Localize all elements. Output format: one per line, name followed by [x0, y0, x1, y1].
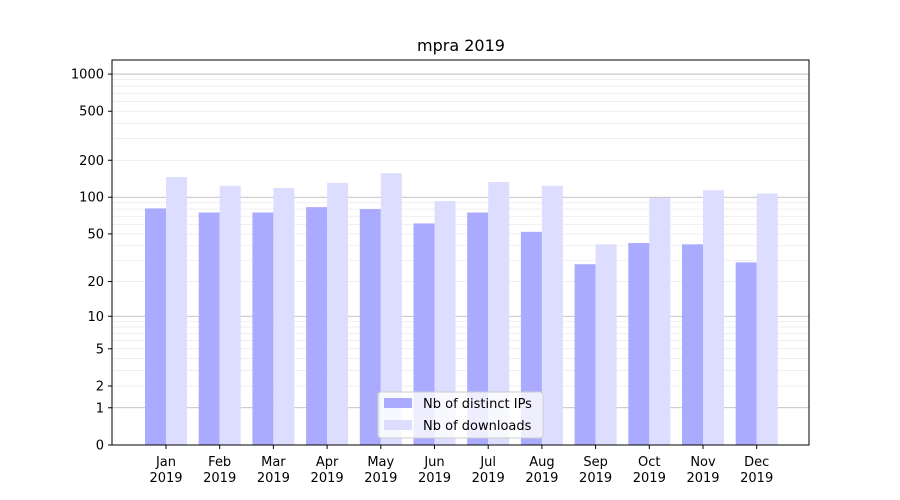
x-tick-label: Aug 2019: [525, 455, 558, 486]
downloads-bar: [649, 197, 671, 445]
x-tick-label: May 2019: [364, 455, 397, 486]
plot-area-frame: [111, 59, 810, 446]
ips-bar: [145, 208, 166, 445]
y-tick-label: 50: [87, 227, 104, 242]
ips-bar: [306, 207, 328, 445]
downloads-bar: [166, 177, 187, 446]
x-tick-label: Dec 2019: [740, 455, 773, 486]
y-tick-label: 500: [79, 105, 104, 120]
downloads-bar: [273, 187, 295, 446]
legend-swatch-downloads: [384, 420, 412, 430]
ips-bar: [574, 264, 596, 445]
ips-bar: [413, 223, 435, 445]
x-tick-label: Oct 2019: [633, 455, 666, 486]
x-tick-label: Apr 2019: [311, 455, 344, 486]
y-tick-label: 100: [79, 191, 104, 206]
x-tick-label: Feb 2019: [203, 455, 236, 486]
y-tick-label: 20: [87, 275, 104, 290]
legend: Nb of distinct IPs Nb of downloads: [377, 391, 544, 439]
y-tick-label: 0: [96, 439, 104, 454]
ips-bar: [198, 212, 220, 445]
x-tick-label: Mar 2019: [257, 455, 290, 486]
x-tick-label: Nov 2019: [686, 455, 719, 486]
y-tick-label: 200: [79, 154, 104, 169]
downloads-bar: [595, 244, 617, 445]
x-tick-label: Jun 2019: [418, 455, 451, 486]
downloads-bar: [219, 185, 241, 445]
x-tick-label: Jul 2019: [472, 455, 505, 486]
legend-label-downloads: Nb of downloads: [423, 419, 532, 434]
downloads-bar: [434, 201, 456, 445]
downloads-bar: [380, 173, 402, 445]
downloads-bar: [488, 182, 510, 445]
ips-bar: [359, 209, 381, 445]
ips-bar: [735, 262, 757, 445]
y-tick-label: 1: [96, 401, 104, 416]
x-tick-label: Jan 2019: [149, 455, 182, 486]
ips-bar: [252, 212, 274, 445]
downloads-bar: [327, 182, 349, 445]
ips-bar: [682, 244, 703, 445]
downloads-bar: [703, 190, 724, 445]
y-tick-label: 5: [96, 342, 104, 357]
downloads-bar: [541, 185, 563, 445]
chart-title: mpra 2019: [417, 36, 505, 55]
ips-bar: [467, 212, 489, 445]
y-tick-label: 2: [96, 380, 104, 395]
legend-box: [377, 391, 544, 439]
y-tick-label: 10: [87, 310, 104, 325]
bars: [145, 173, 778, 446]
x-axis: Jan 2019 Feb 2019 Mar 2019 Apr 2019 May 2019 Jun 20…: [149, 445, 773, 486]
downloads-bar: [756, 193, 778, 445]
y-tick-label: 1000: [71, 68, 104, 83]
legend-swatch-ips: [384, 398, 412, 408]
legend-label-ips: Nb of distinct IPs: [423, 397, 532, 412]
x-tick-label: Sep 2019: [579, 455, 612, 486]
y-axis: 0 1 2 5 10 20 50 100 200 500 1000: [71, 68, 112, 454]
ips-bar: [628, 243, 650, 445]
